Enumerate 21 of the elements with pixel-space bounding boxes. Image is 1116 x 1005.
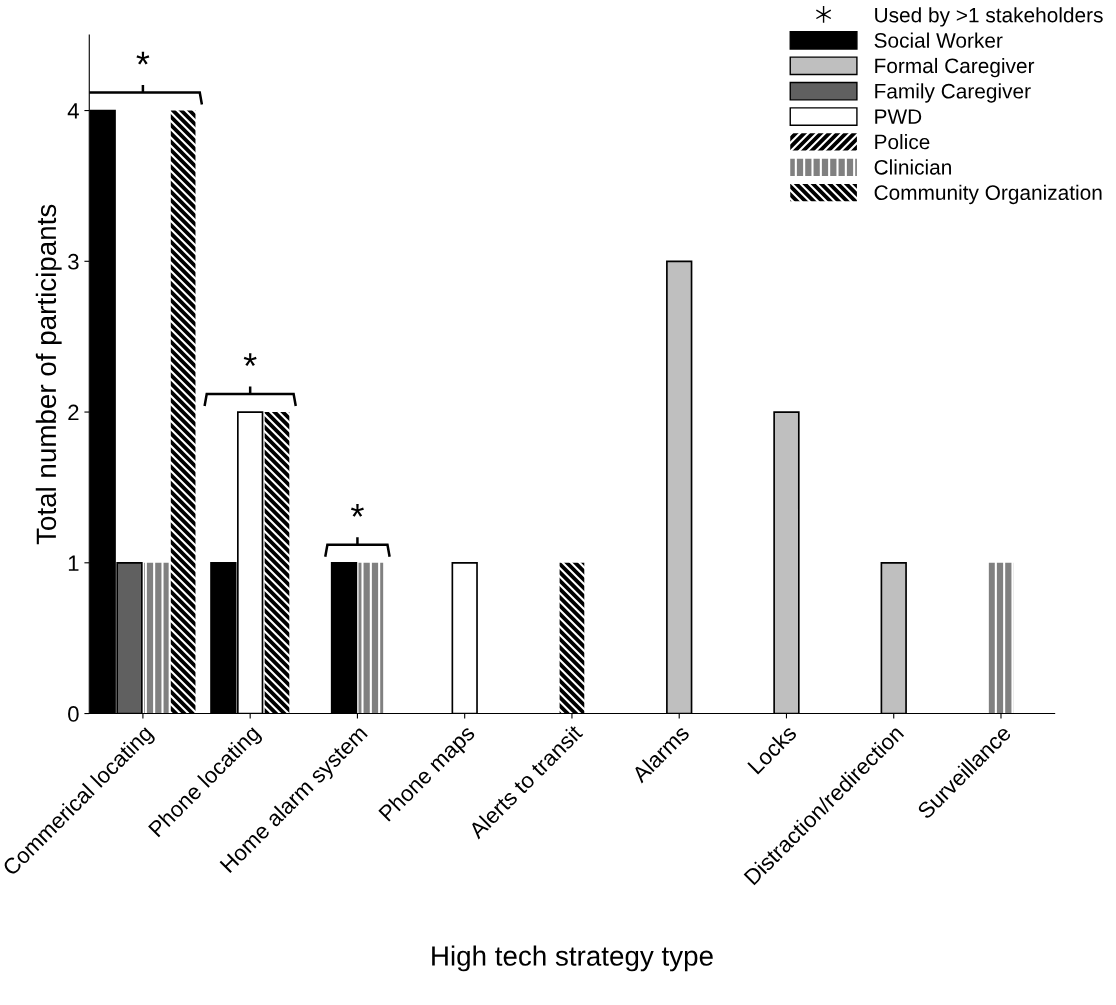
bar bbox=[143, 562, 169, 714]
annotation: * bbox=[350, 504, 364, 517]
bar bbox=[988, 562, 1014, 714]
legend-label: Formal Caregiver bbox=[875, 57, 1035, 78]
x-axis-title: High tech strategy type bbox=[432, 945, 713, 972]
y-tick-label: 2 bbox=[68, 404, 79, 421]
y-tick-label: 4 bbox=[67, 103, 79, 119]
annotation: * bbox=[136, 51, 150, 65]
legend-label: Family Caregiver bbox=[875, 83, 1031, 103]
bar bbox=[264, 412, 290, 714]
legend-label: Police bbox=[875, 134, 930, 150]
y-tick-label: 0 bbox=[68, 706, 79, 722]
legend-label: Social Worker bbox=[874, 32, 1003, 48]
annotation: * bbox=[243, 353, 257, 367]
legend-label: Clinician bbox=[874, 159, 951, 175]
y-tick-label: 1 bbox=[68, 555, 79, 571]
y-tick-label: 3 bbox=[68, 253, 79, 270]
text: Used by >1 stakeholders bbox=[875, 7, 1103, 27]
legend-label: Community Organization bbox=[874, 184, 1102, 205]
y-axis-title: Total number of participants bbox=[35, 204, 62, 545]
legend-label: PWD bbox=[875, 109, 922, 124]
